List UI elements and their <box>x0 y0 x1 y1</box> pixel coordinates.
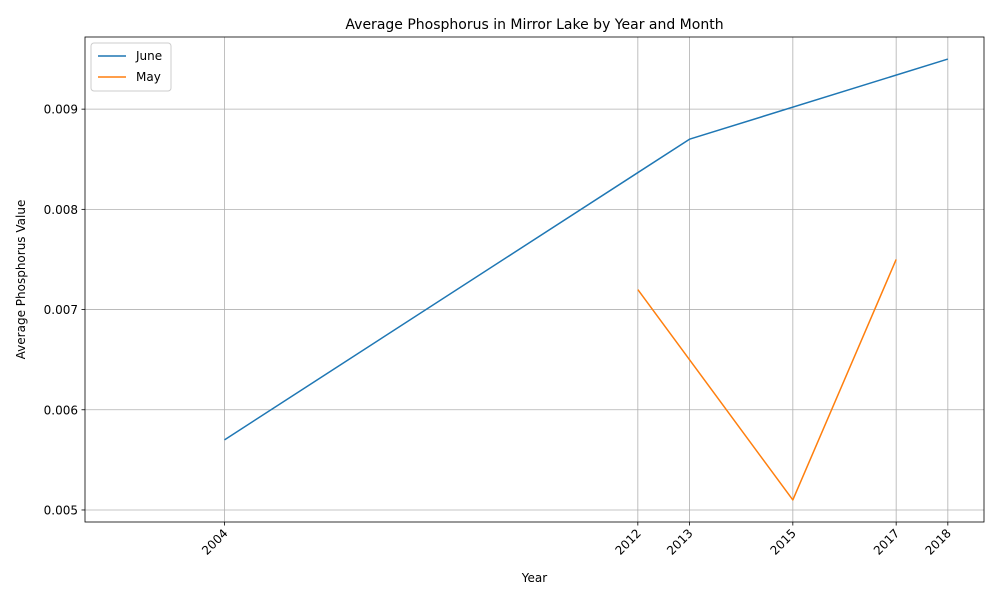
chart-title: Average Phosphorus in Mirror Lake by Yea… <box>345 17 723 33</box>
x-axis-title: Year <box>521 571 547 585</box>
y-tick-label: 0.009 <box>44 103 78 117</box>
legend-frame <box>90 42 172 92</box>
grid-lines <box>85 37 984 522</box>
series-line-may <box>637 259 897 501</box>
legend-label-may: May <box>136 70 161 84</box>
y-tick-label: 0.007 <box>44 303 78 317</box>
y-axis-title: Average Phosphorus Value <box>14 200 28 360</box>
y-tick-label: 0.008 <box>44 203 78 217</box>
plot-frame <box>84 36 985 523</box>
y-tick-label: 0.005 <box>44 503 78 517</box>
legend: June May <box>90 42 172 92</box>
y-tick-label: 0.006 <box>44 403 78 417</box>
series-lines <box>224 58 949 501</box>
legend-label-june: June <box>135 49 162 63</box>
